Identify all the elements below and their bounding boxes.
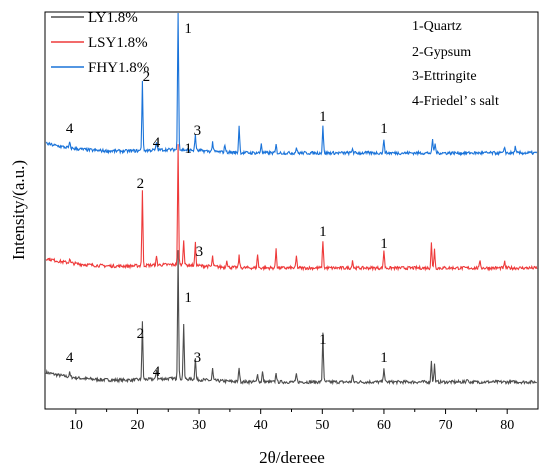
phase-annotations: 1-Quartz 2-Gypsum 3-Ettringite 4-Friedel’ s… [412,19,499,109]
x-axis-ticks: 10 20 30 40 50 60 70 80 [69,409,514,433]
peak-label: 1 [380,350,388,366]
phase-annotation: 1-Quartz [412,19,462,34]
x-tick-label: 30 [192,418,206,433]
peak-label: 4 [66,121,74,137]
peak-label: 1 [380,236,388,252]
phase-annotation: 3-Ettringite [412,69,477,84]
x-axis-label: 2θ/dereee [259,448,325,467]
series-line-3 [45,12,538,157]
legend-label: FHY1.8% [88,60,149,76]
x-tick-label: 80 [500,418,514,433]
peak-label: 1 [184,290,192,306]
x-tick-label: 20 [130,418,144,433]
peak-label: 3 [194,350,202,366]
phase-annotation: 4-Friedel’ s salt [412,94,499,109]
peak-label: 3 [196,244,204,260]
legend-label: LY1.8% [88,10,138,26]
x-tick-label: 50 [315,418,329,433]
x-tick-label: 10 [69,418,83,433]
peak-label: 2 [137,176,145,192]
phase-annotation: 2-Gypsum [412,45,471,60]
peak-label: 4 [153,135,161,151]
peak-label: 1 [319,224,327,240]
x-tick-label: 60 [377,418,391,433]
series-line-1 [45,250,537,386]
peak-label: 1 [319,109,327,125]
peak-label: 1 [184,141,192,157]
series-line-2 [45,144,538,272]
peak-label: 4 [153,364,161,380]
peak-label: 1 [380,121,388,137]
peak-label: 1 [319,332,327,348]
peak-label: 2 [137,326,145,342]
x-tick-label: 40 [254,418,268,433]
peak-label: 1 [184,21,192,37]
y-axis-label: Intensity/(a.u.) [9,160,28,260]
peak-label: 3 [194,123,202,139]
x-tick-label: 70 [439,418,453,433]
series-layer [45,12,538,386]
legend: LY1.8% LSY1.8% FHY1.8% [51,10,149,76]
peak-label: 2 [143,69,151,85]
peak-label: 4 [66,350,74,366]
legend-label: LSY1.8% [88,35,148,51]
